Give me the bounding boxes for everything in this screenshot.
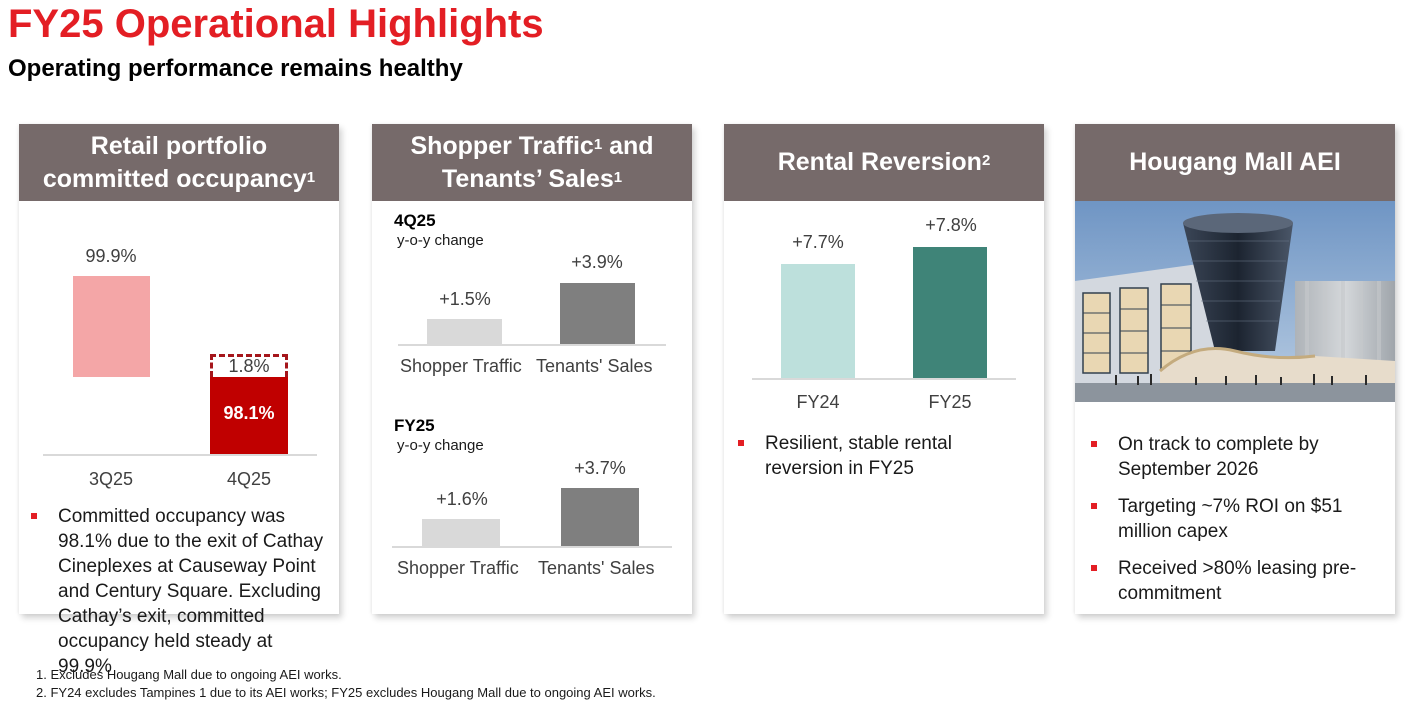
x-axis	[392, 546, 672, 548]
category-shopper-traffic: Shopper Traffic	[397, 558, 519, 578]
category-4q25: 4Q25	[226, 469, 272, 489]
bar-value-traffic-fy25: +1.6%	[436, 489, 488, 509]
footnote-ref: 1	[306, 168, 316, 186]
reversion-panel: Rental Reversion2 +7.7% +7.8% FY24 FY25 …	[724, 124, 1044, 614]
bar-sales-4q25	[560, 283, 635, 344]
occupancy-panel: Retail portfolio committed occupancy1 99…	[19, 124, 339, 677]
category-3q25: 3Q25	[88, 469, 134, 489]
hougang-panel-header: Hougang Mall AEI	[1075, 124, 1395, 201]
section-caption: y-o-y change	[397, 437, 484, 454]
x-axis	[43, 454, 317, 456]
section-title-fy25: FY25	[394, 416, 435, 435]
traffic-title-line1: Shopper Traffic	[410, 131, 594, 160]
bullet-item: Committed occupancy was 98.1% due to the…	[29, 504, 329, 679]
hougang-title: Hougang Mall AEI	[1129, 148, 1341, 176]
bar-value-4q25: 98.1%	[223, 403, 275, 423]
occupancy-title-line2: committed occupancy	[42, 164, 307, 193]
page-title: FY25 Operational Highlights	[8, 2, 544, 46]
traffic-panel: Shopper Traffic1 and Tenants’ Sales1 4Q2…	[372, 124, 692, 614]
bullet-item: On track to complete by September 2026	[1089, 432, 1389, 482]
traffic-panel-header: Shopper Traffic1 and Tenants’ Sales1	[372, 124, 692, 201]
category-fy24: FY24	[796, 392, 840, 412]
traffic-title-and: and	[602, 131, 654, 160]
reversion-title: Rental Reversion	[777, 148, 982, 176]
bar-sales-fy25	[561, 488, 639, 546]
bullet-item: Targeting ~7% ROI on $51 million capex	[1089, 494, 1389, 544]
category-fy25: FY25	[928, 392, 972, 412]
bar-fy25	[913, 247, 987, 379]
category-tenants-sales: Tenants' Sales	[536, 356, 653, 376]
page-subtitle: Operating performance remains healthy	[8, 55, 463, 82]
x-axis	[398, 344, 666, 346]
bar-value-sales-fy25: +3.7%	[574, 458, 626, 478]
section-title-4q25: 4Q25	[394, 211, 436, 230]
reversion-chart: +7.7% +7.8% FY24 FY25 Resilient, stable …	[724, 201, 1044, 614]
occupancy-chart: 99.9% 1.8% 98.1% 3Q25 4Q25 Committed occ…	[19, 201, 339, 677]
bullet-item: Received >80% leasing pre-commitment	[1089, 556, 1389, 606]
category-tenants-sales: Tenants' Sales	[538, 558, 655, 578]
footnote-ref: 2	[981, 152, 991, 169]
occupancy-bullets: Committed occupancy was 98.1% due to the…	[29, 504, 329, 691]
bar-3q25	[73, 276, 150, 377]
occupancy-panel-header: Retail portfolio committed occupancy1	[19, 124, 339, 201]
bar-fy24	[781, 264, 855, 379]
bullet-item: Resilient, stable rental reversion in FY…	[736, 431, 1026, 481]
traffic-charts: 4Q25 y-o-y change +1.5% +3.9% Shopper Tr…	[372, 201, 692, 614]
bar-value-sales-4q25: +3.9%	[571, 252, 623, 272]
category-shopper-traffic: Shopper Traffic	[400, 356, 522, 376]
traffic-title-line2: Tenants’ Sales	[441, 164, 614, 193]
section-caption: y-o-y change	[397, 232, 484, 249]
occupancy-title-line1: Retail portfolio	[90, 131, 268, 160]
bar-gap-4q25: 1.8%	[228, 356, 270, 376]
hougang-panel: Hougang Mall AEI	[1075, 124, 1395, 614]
footnote-2: 2. FY24 excludes Tampines 1 due to its A…	[36, 685, 656, 700]
hougang-bullets: On track to complete by September 2026 T…	[1089, 432, 1389, 618]
reversion-bullets: Resilient, stable rental reversion in FY…	[736, 431, 1026, 493]
bar-4q25	[210, 377, 288, 454]
bar-value-fy24: +7.7%	[792, 232, 844, 252]
footnote-ref: 1	[613, 168, 623, 186]
reversion-panel-header: Rental Reversion2	[724, 124, 1044, 201]
footnote-ref: 1	[593, 135, 603, 153]
bar-value-traffic-4q25: +1.5%	[439, 289, 491, 309]
bar-4q25-gap	[210, 354, 288, 377]
bar-traffic-fy25	[422, 519, 500, 546]
footnote-1: 1. Excludes Hougang Mall due to ongoing …	[36, 667, 342, 682]
bar-traffic-4q25	[427, 319, 502, 344]
bar-value-fy25: +7.8%	[925, 215, 977, 235]
bar-value-3q25: 99.9%	[85, 246, 137, 266]
hougang-body: On track to complete by September 2026 T…	[1075, 201, 1395, 614]
hougang-mall-image	[1075, 201, 1395, 402]
x-axis	[752, 378, 1016, 380]
footnotes: 1. Excludes Hougang Mall due to ongoing …	[36, 666, 656, 702]
